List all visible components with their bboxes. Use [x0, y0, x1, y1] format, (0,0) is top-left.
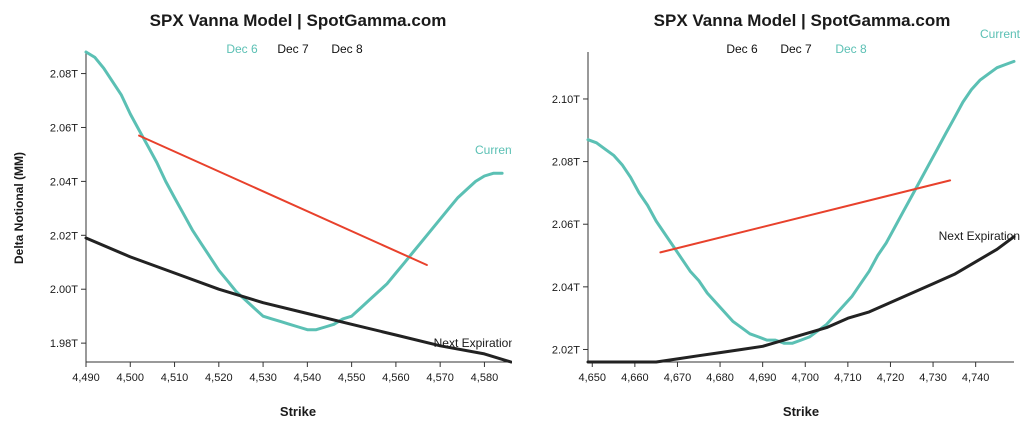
x-tick-label: 4,650: [578, 372, 606, 384]
y-tick-label: 2.08T: [552, 157, 580, 169]
plot-area: 2.02T 2.04T 2.06T 2.08T 2.10T 4,650 4,660 4,670…: [552, 27, 1021, 384]
legend-item-dec6[interactable]: Dec 6: [726, 42, 758, 56]
x-tick-label: 4,490: [72, 372, 100, 384]
x-tick-label: 4,710: [834, 372, 862, 384]
next-expiration-line: [84, 236, 512, 364]
y-tick-label: 2.06T: [50, 122, 78, 134]
x-tick-label: 4,740: [962, 372, 990, 384]
legend-item-dec7[interactable]: Dec 7: [277, 42, 309, 56]
y-tick-label: 1.98T: [50, 338, 78, 350]
chart-left: SPX Vanna Model | SpotGamma.com Dec 6 De…: [12, 11, 512, 419]
chart-title: SPX Vanna Model | SpotGamma.com: [150, 11, 447, 30]
trend-line: [138, 134, 428, 266]
current-line: [586, 59, 1016, 345]
x-tick-label: 4,550: [338, 372, 366, 384]
legend-item-dec8[interactable]: Dec 8: [331, 42, 363, 56]
x-tick-label: 4,660: [621, 372, 649, 384]
x-tick-label: 4,500: [117, 372, 145, 384]
plot-area: 1.98T 2.00T 2.02T 2.04T 2.06T 2.08T 4,490 4,500…: [50, 50, 512, 384]
current-label: Current: [980, 27, 1021, 41]
chart-title: SPX Vanna Model | SpotGamma.com: [654, 11, 951, 30]
x-tick-label: 4,700: [791, 372, 819, 384]
x-axis-label: Strike: [280, 404, 316, 419]
chart-panel-right: SPX Vanna Model | SpotGamma.com Dec 6 De…: [512, 0, 1024, 427]
y-axis-label: Delta Notional (MM): [12, 152, 26, 264]
chart-right: SPX Vanna Model | SpotGamma.com Dec 6 De…: [552, 11, 1021, 419]
current-line: [84, 50, 504, 332]
y-tick-label: 2.10T: [552, 94, 580, 106]
trend-line: [659, 179, 952, 254]
y-tick-label: 2.04T: [50, 176, 78, 188]
x-tick-label: 4,670: [664, 372, 692, 384]
next-expiration-label: Next Expiration: [434, 336, 512, 350]
legend: Dec 6 Dec 7 Dec 8: [226, 42, 363, 56]
y-tick-label: 2.02T: [50, 230, 78, 242]
x-tick-label: 4,510: [161, 372, 189, 384]
x-tick-label: 4,530: [249, 372, 277, 384]
x-tick-label: 4,720: [877, 372, 905, 384]
y-tick-label: 2.02T: [552, 344, 580, 356]
x-tick-label: 4,560: [382, 372, 410, 384]
x-tick-label: 4,580: [471, 372, 499, 384]
y-tick-label: 2.04T: [552, 282, 580, 294]
next-expiration-label: Next Expiration: [939, 229, 1020, 243]
x-tick-label: 4,730: [919, 372, 947, 384]
next-expiration-line: [586, 235, 1016, 364]
legend: Dec 6 Dec 7 Dec 8: [726, 42, 867, 56]
legend-item-dec6[interactable]: Dec 6: [226, 42, 258, 56]
x-tick-label: 4,680: [706, 372, 734, 384]
legend-item-dec8[interactable]: Dec 8: [835, 42, 867, 56]
y-tick-label: 2.00T: [50, 284, 78, 296]
legend-item-dec7[interactable]: Dec 7: [780, 42, 812, 56]
x-tick-label: 4,570: [426, 372, 454, 384]
y-tick-label: 2.08T: [50, 69, 78, 81]
x-axis-label: Strike: [783, 404, 819, 419]
chart-panel-left: SPX Vanna Model | SpotGamma.com Dec 6 De…: [12, 11, 512, 419]
current-label: Current: [475, 143, 512, 157]
x-tick-label: 4,690: [749, 372, 777, 384]
x-tick-label: 4,520: [205, 372, 233, 384]
x-tick-label: 4,540: [294, 372, 322, 384]
y-tick-label: 2.06T: [552, 219, 580, 231]
